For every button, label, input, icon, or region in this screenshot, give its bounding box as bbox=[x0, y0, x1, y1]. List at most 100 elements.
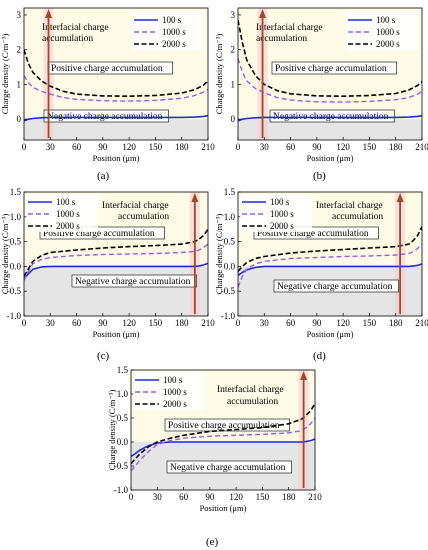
x-tick-label: 60 bbox=[179, 492, 189, 502]
panel-letter-e: (e) bbox=[206, 536, 219, 548]
interfacial-arrow-head bbox=[45, 9, 53, 18]
series-line-1000-s bbox=[238, 243, 422, 288]
y-tick-label: 3 bbox=[231, 10, 236, 20]
plot-frame bbox=[130, 369, 316, 491]
y-tick-label: 3 bbox=[17, 10, 22, 20]
x-tick-label: 0 bbox=[22, 142, 27, 152]
y-axis-title: Charge density (C/m⁻³) bbox=[107, 390, 117, 471]
annotation-positive: Positive charge accumulation bbox=[275, 64, 387, 74]
x-tick-label: 180 bbox=[389, 142, 403, 152]
x-tick-label: 90 bbox=[98, 142, 108, 152]
annotation-interfacial-line1: Interfacial charge bbox=[217, 384, 284, 395]
annotation-positive: Positive charge accumulation bbox=[168, 421, 280, 431]
y-tick-label: 1.5 bbox=[10, 187, 22, 197]
y-tick-label: -1.0 bbox=[221, 311, 236, 321]
plot-frame bbox=[23, 191, 209, 317]
x-tick-label: 30 bbox=[153, 492, 163, 502]
x-tick-label: 210 bbox=[201, 142, 215, 152]
series-line-2000-s bbox=[131, 403, 315, 465]
annotation-negative-box bbox=[71, 274, 197, 288]
x-tick-label: 150 bbox=[363, 318, 377, 328]
x-axis-title: Position (μm) bbox=[200, 503, 247, 513]
y-tick-label: 1.0 bbox=[224, 212, 236, 222]
x-tick-label: 150 bbox=[363, 142, 377, 152]
annotation-positive: Positive charge accumulation bbox=[51, 64, 163, 74]
negative-region bbox=[24, 266, 208, 316]
annotation-interfacial-line2: accumulation bbox=[118, 212, 169, 222]
legend-label-1000-s: 1000 s bbox=[163, 387, 187, 397]
series-line-1000-s bbox=[131, 417, 315, 472]
legend-label-2000-s: 2000 s bbox=[376, 39, 400, 49]
x-tick-label: 180 bbox=[175, 142, 189, 152]
annotation-negative: Negative charge accumulation bbox=[277, 282, 393, 292]
x-axis-title: Position (μm) bbox=[307, 153, 354, 163]
y-tick-label: -1.0 bbox=[114, 485, 129, 495]
annotation-positive: Positive charge accumulation bbox=[257, 229, 369, 239]
y-axis-title: Charge density (C/m⁻³) bbox=[0, 34, 10, 115]
panel-letter-d: (d) bbox=[313, 350, 326, 362]
x-tick-label: 90 bbox=[312, 318, 322, 328]
annotation-negative-box bbox=[166, 460, 292, 474]
y-tick-label: -0.5 bbox=[221, 286, 236, 296]
y-tick-label: 1.5 bbox=[117, 365, 129, 375]
legend-label-2000-s: 2000 s bbox=[163, 399, 187, 409]
x-tick-label: 210 bbox=[415, 142, 428, 152]
x-axis-title: Position (μm) bbox=[307, 329, 354, 339]
y-tick-label: -0.5 bbox=[114, 461, 129, 471]
y-tick-label: 1.0 bbox=[10, 212, 22, 222]
x-tick-label: 120 bbox=[229, 492, 243, 502]
annotation-negative: Negative charge accumulation bbox=[170, 463, 286, 473]
x-tick-label: 60 bbox=[72, 318, 82, 328]
x-tick-label: 90 bbox=[312, 142, 322, 152]
y-axis-title: Charge density (C/m⁻³) bbox=[214, 214, 224, 295]
panel-letter-b: (b) bbox=[313, 170, 326, 182]
x-tick-label: 210 bbox=[308, 492, 322, 502]
legend-label-1000-s: 1000 s bbox=[376, 27, 400, 37]
series-group bbox=[238, 20, 422, 122]
x-tick-label: 90 bbox=[205, 492, 215, 502]
y-tick-label: 0.5 bbox=[10, 237, 22, 247]
legend-label-100-s: 100 s bbox=[56, 197, 76, 207]
series-line-100-s bbox=[24, 262, 208, 280]
legend-label-1000-s: 1000 s bbox=[56, 209, 80, 219]
x-tick-label: 0 bbox=[236, 142, 241, 152]
plot-frame bbox=[237, 7, 423, 141]
interfacial-arrow-head bbox=[396, 193, 404, 202]
plot-frame bbox=[23, 7, 209, 141]
y-tick-label: 0.5 bbox=[117, 413, 129, 423]
x-axis-title: Position (μm) bbox=[93, 329, 140, 339]
x-tick-label: 210 bbox=[415, 318, 428, 328]
legend-label-1000-s: 1000 s bbox=[270, 209, 294, 219]
series-line-2000-s bbox=[24, 49, 208, 98]
legend-label-2000-s: 2000 s bbox=[162, 39, 186, 49]
annotation-positive: Positive charge accumulation bbox=[43, 229, 155, 239]
x-tick-label: 180 bbox=[389, 318, 403, 328]
series-line-100-s bbox=[238, 114, 422, 122]
series-line-100-s bbox=[24, 114, 208, 122]
legend-label-2000-s: 2000 s bbox=[270, 221, 294, 231]
legend-label-100-s: 100 s bbox=[163, 375, 183, 385]
x-axis-title: Position (μm) bbox=[93, 153, 140, 163]
x-tick-label: 60 bbox=[286, 142, 296, 152]
annotation-positive-box bbox=[271, 61, 397, 75]
x-tick-label: 150 bbox=[149, 142, 163, 152]
x-tick-label: 150 bbox=[149, 318, 163, 328]
legend-label-100-s: 100 s bbox=[270, 197, 290, 207]
y-tick-label: 0.0 bbox=[10, 261, 22, 271]
legend-label-2000-s: 2000 s bbox=[56, 221, 80, 231]
x-tick-label: 210 bbox=[201, 318, 215, 328]
y-tick-label: -0.5 bbox=[7, 286, 22, 296]
series-line-2000-s bbox=[24, 228, 208, 277]
y-tick-label: 0 bbox=[17, 114, 22, 124]
series-line-1000-s bbox=[24, 243, 208, 281]
annotation-interfacial-line1: Interfacial charge bbox=[316, 200, 383, 211]
y-tick-label: 0.0 bbox=[117, 437, 129, 447]
series-group bbox=[238, 226, 422, 288]
x-tick-label: 120 bbox=[122, 142, 136, 152]
x-tick-label: 60 bbox=[286, 318, 296, 328]
